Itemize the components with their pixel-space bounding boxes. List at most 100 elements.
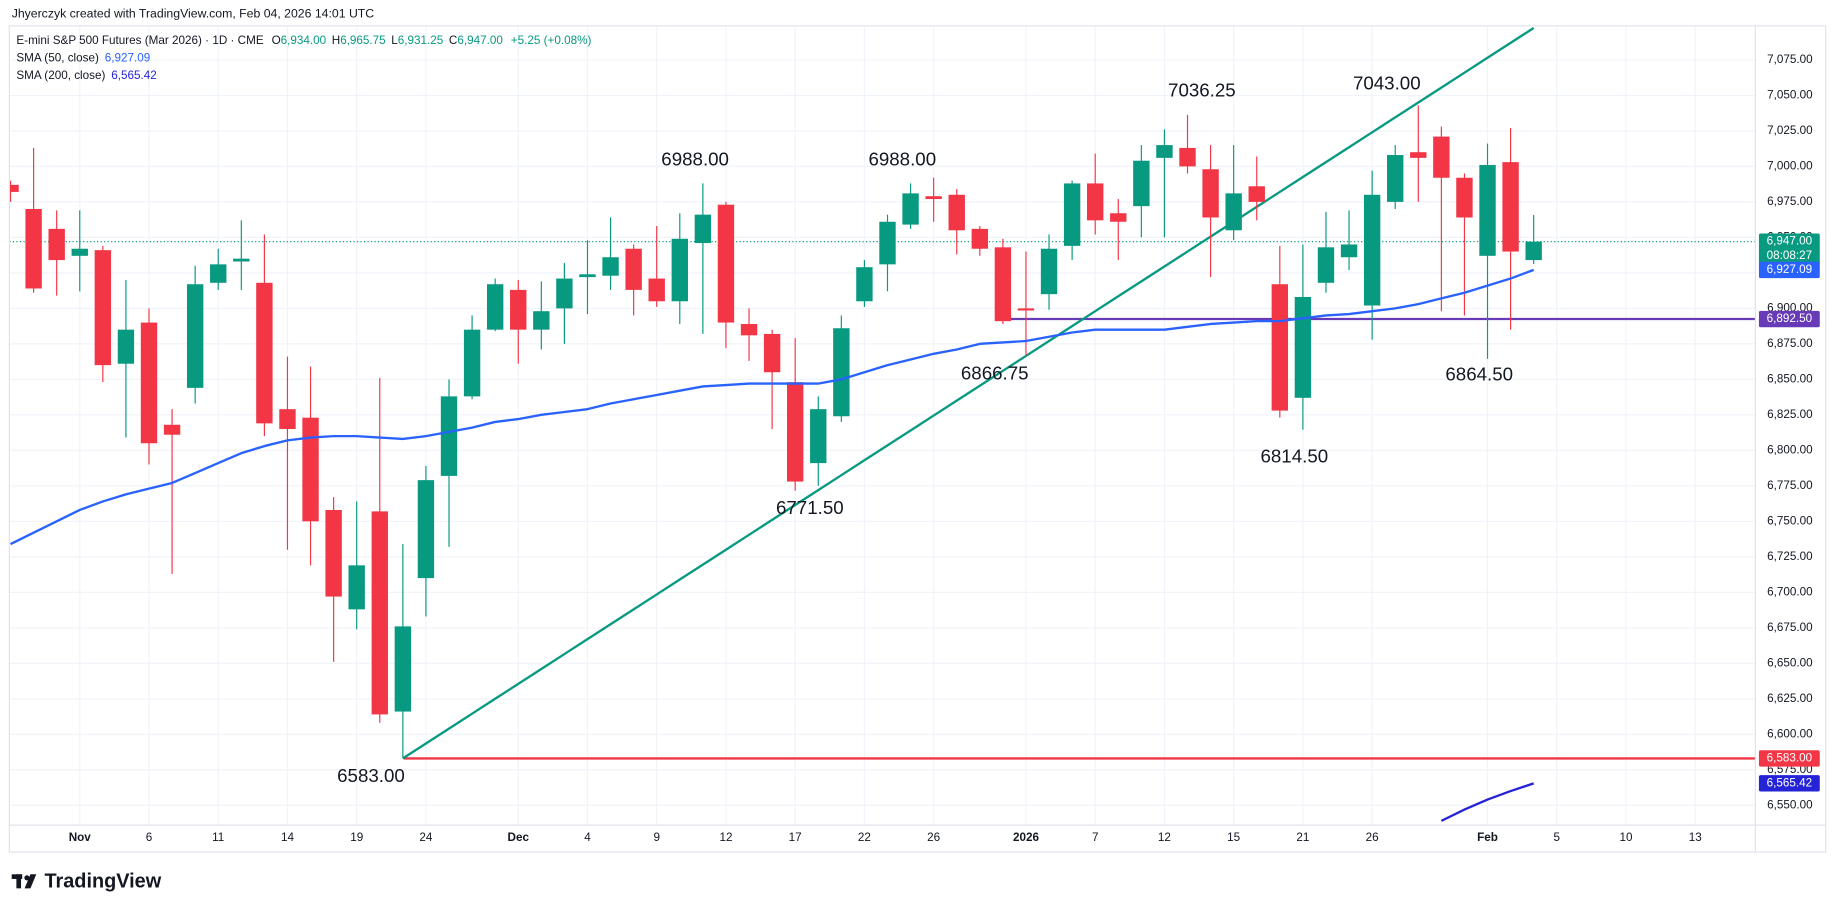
candle-body bbox=[117, 329, 135, 364]
y-tick-label: 6,825.00 bbox=[1767, 408, 1813, 421]
x-tick-label: 19 bbox=[350, 831, 363, 844]
x-tick-label: Dec bbox=[508, 831, 530, 844]
price-annotation: 6864.50 bbox=[1445, 364, 1513, 385]
candle-body bbox=[1456, 177, 1473, 218]
y-tick-label: 6,975.00 bbox=[1767, 195, 1813, 208]
candle-body bbox=[163, 424, 181, 435]
y-tick-label: 6,775.00 bbox=[1767, 479, 1813, 492]
candle-body bbox=[971, 228, 988, 249]
legend-name: SMA (200, close) bbox=[16, 69, 105, 82]
price-annotation: 6814.50 bbox=[1260, 446, 1328, 467]
candle-body bbox=[556, 278, 573, 309]
candle-body bbox=[394, 626, 412, 712]
y-tick-label: 6,700.00 bbox=[1767, 585, 1813, 598]
symbol-title: E-mini S&P 500 Futures (Mar 2026) · 1D ·… bbox=[16, 34, 263, 47]
candle-body bbox=[671, 238, 688, 302]
price-badge-label: 6,947.00 bbox=[1767, 235, 1813, 248]
x-tick-label: 13 bbox=[1689, 831, 1702, 844]
x-tick-label: 22 bbox=[858, 831, 871, 844]
x-tick-label: 2026 bbox=[1013, 831, 1040, 844]
legend-value: 6,565.42 bbox=[111, 69, 157, 82]
candle-body bbox=[1317, 247, 1335, 283]
candle-body bbox=[833, 328, 850, 417]
candle-body bbox=[279, 409, 296, 430]
candle-body bbox=[302, 417, 319, 522]
symbol-legend: E-mini S&P 500 Futures (Mar 2026) · 1D ·… bbox=[16, 34, 591, 47]
ohlc-value: 6,931.25 bbox=[398, 34, 444, 47]
x-tick-label: 17 bbox=[789, 831, 802, 844]
brand: TradingView bbox=[44, 871, 161, 893]
x-tick-label: 26 bbox=[927, 831, 940, 844]
x-tick-label: 7 bbox=[1092, 831, 1099, 844]
price-badge-label: 6,892.50 bbox=[1767, 312, 1813, 325]
candle-body bbox=[25, 208, 42, 289]
x-tick-label: 14 bbox=[281, 831, 295, 844]
candle-body bbox=[1156, 145, 1173, 158]
x-tick-label: 12 bbox=[1158, 831, 1171, 844]
candle-body bbox=[694, 214, 712, 244]
candle-body bbox=[486, 284, 504, 330]
axes: 6,550.006,575.006,600.006,625.006,650.00… bbox=[69, 53, 1820, 844]
y-tick-label: 6,750.00 bbox=[1767, 514, 1813, 527]
x-tick-label: 9 bbox=[653, 831, 660, 844]
candle-body bbox=[1525, 241, 1542, 261]
sma-line bbox=[10, 268, 1535, 546]
price-annotation: 6988.00 bbox=[661, 148, 729, 169]
price-annotation: 7043.00 bbox=[1353, 72, 1421, 93]
candle-body bbox=[994, 247, 1012, 322]
change: +5.25 (+0.08%) bbox=[511, 34, 592, 47]
y-tick-label: 6,875.00 bbox=[1767, 337, 1813, 350]
x-tick-label: 12 bbox=[719, 831, 732, 844]
y-tick-label: 6,550.00 bbox=[1767, 798, 1813, 811]
candle-body bbox=[510, 289, 527, 330]
y-tick-label: 7,025.00 bbox=[1767, 124, 1813, 137]
candle-body bbox=[856, 267, 873, 302]
price-badge-label: 6,583.00 bbox=[1767, 752, 1813, 765]
candle-body bbox=[1248, 186, 1265, 202]
candle-body bbox=[440, 396, 458, 476]
logo-shape bbox=[24, 875, 30, 881]
price-annotation: 7036.25 bbox=[1168, 79, 1236, 100]
price-badge bbox=[1758, 750, 1820, 767]
candle-body bbox=[579, 274, 596, 278]
candle-body bbox=[1017, 308, 1035, 311]
x-tick-label: 15 bbox=[1227, 831, 1240, 844]
price-badge bbox=[1758, 310, 1820, 328]
candle-body bbox=[925, 196, 942, 200]
plot bbox=[9, 26, 1756, 822]
frame bbox=[8, 25, 1827, 853]
candle-body bbox=[810, 409, 827, 464]
candle-body bbox=[140, 322, 158, 444]
candle-body bbox=[1502, 162, 1519, 252]
candle-body bbox=[948, 194, 965, 231]
ohlc-key: O bbox=[272, 34, 281, 47]
candle-body bbox=[1225, 193, 1242, 231]
x-tick-label: Feb bbox=[1477, 831, 1498, 844]
x-tick-label: 4 bbox=[584, 831, 591, 844]
candle-body bbox=[902, 193, 919, 225]
candle-body bbox=[186, 284, 204, 388]
candle-body bbox=[763, 333, 781, 373]
price-badge-countdown: 08:08:27 bbox=[1767, 249, 1813, 262]
candle-body bbox=[94, 250, 112, 366]
candle-body bbox=[233, 258, 250, 262]
y-tick-label: 7,000.00 bbox=[1767, 159, 1813, 172]
candle-body bbox=[9, 184, 19, 192]
y-tick-label: 6,600.00 bbox=[1767, 727, 1813, 740]
x-tick-label: 26 bbox=[1366, 831, 1379, 844]
price-badge bbox=[1758, 233, 1820, 266]
price-badge bbox=[1758, 261, 1820, 279]
y-tick-label: 6,850.00 bbox=[1767, 372, 1813, 385]
candle-body bbox=[1087, 183, 1104, 221]
candle-body bbox=[786, 382, 804, 482]
ohlc-value: 6,947.00 bbox=[457, 34, 503, 47]
candle-body bbox=[648, 278, 665, 302]
y-tick-label: 6,725.00 bbox=[1767, 550, 1813, 563]
candle-body bbox=[1410, 152, 1427, 158]
candle-body bbox=[1433, 136, 1450, 178]
candle-body bbox=[717, 204, 735, 323]
candle-body bbox=[1110, 213, 1127, 222]
legend-value: 6,927.09 bbox=[105, 52, 150, 65]
x-tick-label: 6 bbox=[146, 831, 153, 844]
